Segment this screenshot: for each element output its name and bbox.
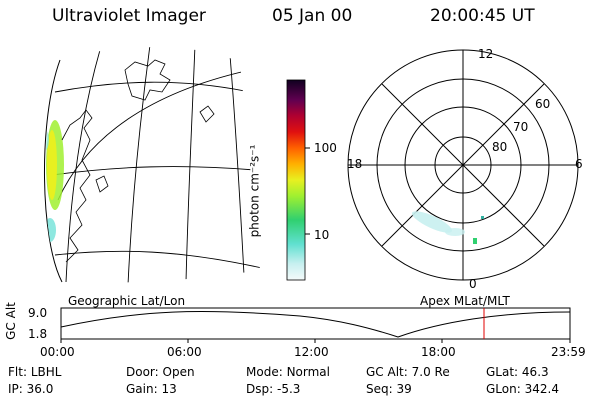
polar-ring-label-80: 80 [492,140,508,154]
info-glat: GLat: 46.3 [486,365,549,379]
info-seq: Seq: 39 [366,382,412,396]
polar-label-right: 6 [575,157,583,171]
polar-label-bottom: 0 [469,277,477,291]
app-title: Ultraviolet Imager [52,6,206,26]
aurora-emission [45,120,64,242]
alt-plot-right-title: Apex MLat/MLT [420,294,510,308]
alt-plot-xtick-2: 12:00 [294,345,329,359]
info-glon: GLon: 342.4 [486,382,559,396]
time-label: 20:00:45 UT [430,6,535,26]
altitude-curve [60,310,571,338]
alt-plot-xtick-4: 23:59 [551,345,586,359]
alt-plot-left-title: Geographic Lat/Lon [68,294,186,308]
colorbar-tick-100: 100 [314,141,337,155]
info-flt: Flt: LBHL [8,365,62,379]
alt-plot-ytick-low: 1.8 [28,327,48,341]
polar-label-top: 12 [478,47,494,61]
polar-ring-label-70: 70 [513,120,529,134]
alt-plot-xtick-1: 06:00 [167,345,202,359]
alt-plot-ytick-high: 9.0 [28,306,48,320]
date-label: 05 Jan 00 [272,6,353,26]
polar-label-left: 18 [347,157,363,171]
info-door: Door: Open [126,365,195,379]
polar-aurora [411,211,484,244]
info-ip: IP: 36.0 [8,382,54,396]
polar-ring-label-60: 60 [535,97,551,111]
info-mode: Mode: Normal [246,365,330,379]
alt-plot-xtick-3: 18:00 [421,345,456,359]
info-gain: Gain: 13 [126,382,177,396]
globe-outline [44,59,63,283]
alt-plot-xtick-0: 00:00 [40,345,75,359]
coastlines [61,59,215,263]
info-gc-alt: GC Alt: 7.0 Re [366,365,450,379]
info-dsp: Dsp: -5.3 [246,382,301,396]
colorbar-tick-10: 10 [314,228,330,242]
